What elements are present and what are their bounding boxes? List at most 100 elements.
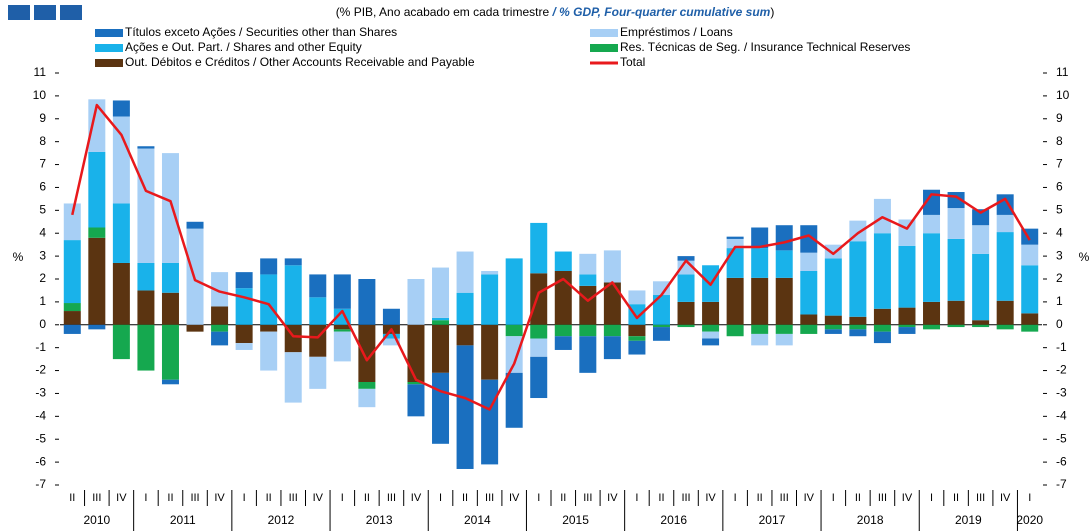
x-tick-label: III — [387, 492, 396, 504]
bar-segment — [996, 232, 1014, 301]
bar-segment — [923, 324, 941, 330]
bar-segment — [628, 336, 646, 341]
y2-tick-label: 7 — [1056, 157, 1063, 171]
bar-segment — [358, 382, 376, 389]
bar-segment — [652, 324, 670, 328]
bar-segment — [309, 274, 327, 298]
y2-tick-label: 1 — [1056, 294, 1063, 308]
y-axis-label: % — [13, 250, 24, 264]
bar-segment — [972, 324, 990, 328]
bar-segment — [63, 303, 81, 312]
x-tick-label: I — [537, 492, 540, 504]
x-tick-label: IV — [705, 492, 716, 504]
bar-segment — [603, 336, 621, 360]
y2-tick-label: 5 — [1056, 203, 1063, 217]
bar-segment — [88, 151, 106, 228]
bar-segment — [505, 324, 523, 337]
y-tick-label: 9 — [39, 111, 46, 125]
year-label: 2012 — [268, 513, 295, 527]
x-tick-label: I — [144, 492, 147, 504]
bar-segment — [309, 356, 327, 389]
y-tick-label: 1 — [39, 294, 46, 308]
y2-tick-label: 2 — [1056, 271, 1063, 285]
y2-tick-label: 4 — [1056, 225, 1063, 239]
x-tick-label: I — [243, 492, 246, 504]
y2-tick-label: 8 — [1056, 134, 1063, 148]
bar-segment — [481, 274, 499, 325]
bar-segment — [603, 324, 621, 337]
x-tick-label: IV — [804, 492, 815, 504]
x-tick-label: III — [190, 492, 199, 504]
x-tick-label: II — [953, 492, 959, 504]
bar-segment — [88, 237, 106, 325]
legend-label: Total — [620, 55, 645, 69]
y-tick-label: -2 — [35, 363, 46, 377]
bar-segment — [63, 240, 81, 304]
bar-segment — [677, 301, 695, 325]
x-tick-label: IV — [214, 492, 225, 504]
bar-segment — [677, 324, 695, 328]
x-tick-label: III — [485, 492, 494, 504]
bar-segment — [186, 324, 204, 332]
y-tick-label: -1 — [35, 340, 46, 354]
bar-segment — [530, 356, 548, 399]
y2-axis-label: % — [1079, 250, 1090, 264]
bar-segment — [333, 331, 351, 362]
bar-segment — [603, 282, 621, 325]
title-pt: (% PIB, Ano acabado em cada trimestre — [336, 5, 550, 19]
bar-segment — [775, 250, 793, 278]
bar-segment — [358, 279, 376, 325]
x-tick-label: II — [266, 492, 272, 504]
bar-segment — [530, 273, 548, 325]
x-tick-label: III — [878, 492, 887, 504]
bar-segment — [407, 384, 425, 417]
bar-segment — [800, 314, 818, 325]
bar-segment — [579, 285, 597, 325]
x-tick-label: IV — [1000, 492, 1011, 504]
bar-segment — [112, 100, 130, 117]
bar-segment — [235, 343, 253, 350]
y2-tick-label: 11 — [1056, 65, 1069, 79]
bar-segment — [161, 324, 179, 380]
bar-segment — [530, 222, 548, 274]
bar-segment — [432, 372, 450, 444]
y-tick-label: 5 — [39, 203, 46, 217]
bar-segment — [726, 277, 744, 325]
year-label: 2020 — [1016, 513, 1043, 527]
logo-block — [60, 5, 82, 20]
bar-segment — [898, 324, 916, 328]
bar-segment — [432, 267, 450, 318]
title-en: / % GDP, Four-quarter cumulative sum — [551, 5, 770, 19]
bar-segment — [579, 274, 597, 286]
bar-segment — [530, 338, 548, 357]
legend-label: Títulos exceto Ações / Securities other … — [125, 25, 397, 39]
bar-segment — [898, 307, 916, 325]
x-tick-label: I — [734, 492, 737, 504]
x-tick-label: III — [681, 492, 690, 504]
bar-segment — [554, 251, 572, 271]
y2-tick-label: -4 — [1056, 409, 1067, 423]
year-label: 2013 — [366, 513, 393, 527]
year-label: 2015 — [562, 513, 589, 527]
bar-segment — [137, 148, 155, 263]
y2-tick-label: -3 — [1056, 386, 1067, 400]
bar-segment — [505, 372, 523, 428]
bar-segment — [751, 333, 769, 346]
bar-segment — [628, 324, 646, 337]
title-end: ) — [770, 5, 774, 19]
bar-segment — [137, 262, 155, 291]
bar-segment — [677, 256, 695, 261]
bar-segment — [63, 203, 81, 241]
bar-segment — [137, 146, 155, 149]
bar-segment — [407, 324, 425, 382]
bar-segment — [112, 116, 130, 204]
bar-segment — [481, 270, 499, 275]
bar-segment — [824, 258, 842, 316]
bar-segment — [112, 203, 130, 263]
legend-label: Ações e Out. Part. / Shares and other Eq… — [125, 40, 362, 54]
bar-segment — [1021, 313, 1039, 325]
x-tick-label: III — [289, 492, 298, 504]
bar-segment — [186, 221, 204, 229]
total-line — [71, 103, 1031, 411]
bar-segment — [505, 258, 523, 325]
